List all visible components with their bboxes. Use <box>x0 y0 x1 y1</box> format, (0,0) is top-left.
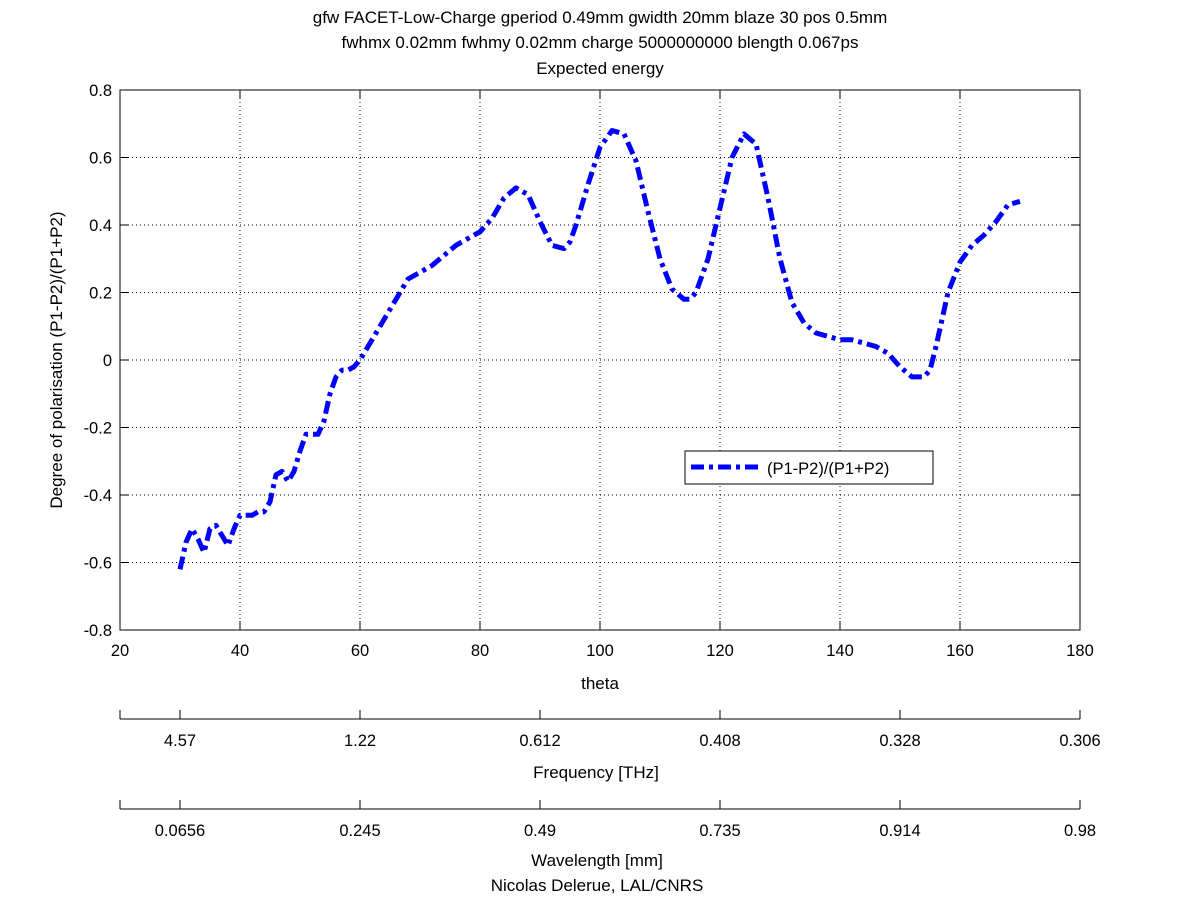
frequency-tick-label: 1.22 <box>344 732 376 750</box>
title-line-2: fwhmx 0.02mm fwhmy 0.02mm charge 5000000… <box>342 33 859 52</box>
x-tick-label: 80 <box>471 642 489 660</box>
x-tick-label: 180 <box>1066 642 1094 660</box>
x-tick-label: 100 <box>586 642 614 660</box>
frequency-tick-label: 0.408 <box>699 732 740 750</box>
y-tick-label: -0.4 <box>84 487 112 505</box>
wavelength-tick-label: 0.245 <box>339 822 380 840</box>
frequency-tick-label: 0.612 <box>519 732 560 750</box>
frequency-tick-label: 4.57 <box>164 732 196 750</box>
y-tick-label: -0.8 <box>84 622 112 640</box>
frequency-axis: Frequency [THz] 4.57 1.22 0.612 0.408 0.328 0… <box>119 710 1101 782</box>
legend-entry-label: (P1-P2)/(P1+P2) <box>767 460 889 478</box>
x-tick-label: 40 <box>231 642 249 660</box>
y-axis-ticks: -0.8 -0.6 -0.4 -0.2 0 0.2 0.4 0.6 0.8 <box>84 82 1080 640</box>
frequency-tick-label: 0.306 <box>1059 732 1100 750</box>
x-tick-label: 20 <box>111 642 129 660</box>
wavelength-axis-label: Wavelength [mm] <box>531 851 663 870</box>
x-axis-label: theta <box>581 674 619 693</box>
title-line-1: gfw FACET-Low-Charge gperiod 0.49mm gwid… <box>313 8 887 27</box>
x-axis-ticks: 20 40 60 80 100 120 140 160 180 <box>111 90 1094 660</box>
wavelength-axis: Wavelength [mm] 0.0656 0.245 0.49 0.735 0.91… <box>119 800 1096 870</box>
y-tick-label: -0.6 <box>84 555 112 573</box>
grid <box>120 90 1080 630</box>
wavelength-tick-label: 0.98 <box>1064 822 1096 840</box>
y-tick-label: 0.4 <box>89 217 112 235</box>
wavelength-tick-label: 0.0656 <box>155 822 205 840</box>
legend: (P1-P2)/(P1+P2) <box>684 450 934 485</box>
credit-text: Nicolas Delerue, LAL/CNRS <box>491 876 704 895</box>
chart-title: gfw FACET-Low-Charge gperiod 0.49mm gwid… <box>313 8 887 78</box>
series-line <box>177 128 1021 570</box>
y-tick-label: 0 <box>103 352 112 370</box>
x-tick-label: 140 <box>826 642 854 660</box>
x-tick-label: 120 <box>706 642 734 660</box>
y-tick-label: -0.2 <box>84 420 112 438</box>
wavelength-tick-label: 0.735 <box>699 822 740 840</box>
y-tick-label: 0.8 <box>89 82 112 100</box>
frequency-tick-label: 0.328 <box>879 732 920 750</box>
frequency-axis-label: Frequency [THz] <box>533 763 659 782</box>
y-tick-label: 0.6 <box>89 150 112 168</box>
y-axis-label: Degree of polarisation (P1-P2)/(P1+P2) <box>47 211 66 508</box>
y-tick-label: 0.2 <box>89 285 112 303</box>
series-layer <box>177 128 1021 570</box>
wavelength-tick-label: 0.49 <box>524 822 556 840</box>
title-line-3: Expected energy <box>536 59 664 78</box>
x-tick-label: 160 <box>946 642 974 660</box>
x-tick-label: 60 <box>351 642 369 660</box>
wavelength-tick-label: 0.914 <box>879 822 920 840</box>
